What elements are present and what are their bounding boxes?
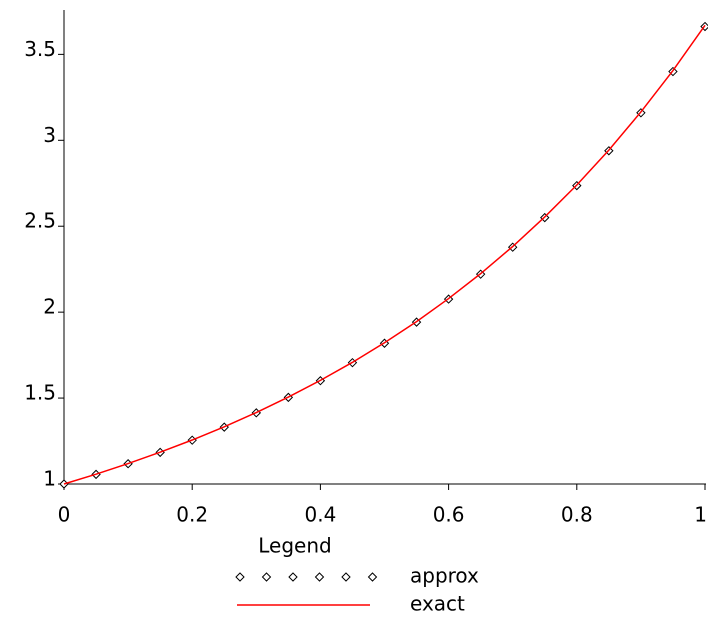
y-tick-label: 2 <box>43 295 56 319</box>
x-tick-label: 0.6 <box>433 503 465 527</box>
y-tick-label: 3.5 <box>24 37 56 61</box>
y-tick-label: 2.5 <box>24 209 56 233</box>
x-tick-label: 0.8 <box>561 503 593 527</box>
x-tick-label: 1 <box>694 503 707 527</box>
legend-marker <box>235 572 245 582</box>
legend-marker <box>314 572 325 582</box>
x-tick-label: 0 <box>58 503 71 527</box>
data-line <box>63 24 706 485</box>
legend-marker <box>367 572 378 582</box>
y-tick-label: 3 <box>43 123 56 147</box>
legend-label: approx <box>410 564 479 588</box>
legend-label: exact <box>410 592 465 616</box>
x-tick-label: 0.4 <box>304 503 336 527</box>
y-tick-label: 1.5 <box>24 381 56 405</box>
legend-marker <box>288 572 298 582</box>
legend-marker <box>341 572 351 582</box>
y-tick-label: 1 <box>43 467 56 491</box>
x-tick-label: 0.2 <box>176 503 208 527</box>
legend-title: Legend <box>258 534 331 558</box>
legend-marker <box>261 572 272 582</box>
